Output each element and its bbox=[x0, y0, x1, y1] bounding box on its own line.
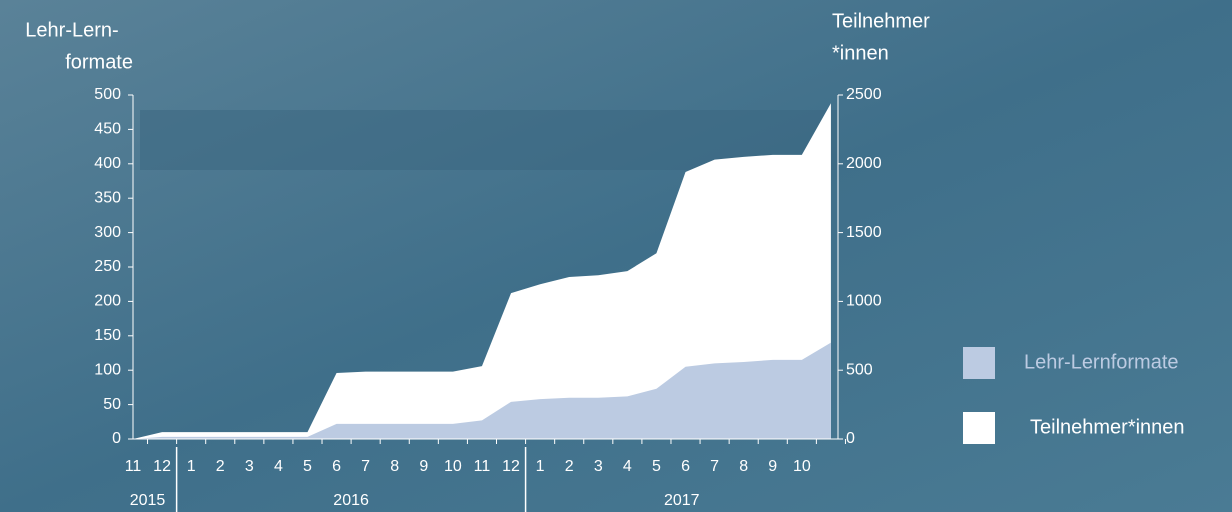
y2-axis-title: Teilnehmer bbox=[832, 10, 930, 32]
x-tick-label: 10 bbox=[444, 458, 462, 475]
x-tick-label: 12 bbox=[502, 458, 520, 475]
x-tick-label: 10 bbox=[793, 458, 811, 475]
y-tick-label: 200 bbox=[94, 293, 121, 310]
x-tick-label: 2 bbox=[216, 458, 225, 475]
x-tick-label: 8 bbox=[390, 458, 399, 475]
x-tick-label: 2 bbox=[565, 458, 574, 475]
x-tick-label: 1 bbox=[536, 458, 545, 475]
y-tick-label: 350 bbox=[94, 189, 121, 206]
x-tick-label: 11 bbox=[474, 458, 491, 475]
x-tick-label: 5 bbox=[303, 458, 312, 475]
x-tick-label: 5 bbox=[652, 458, 661, 475]
x-tick-label: 4 bbox=[274, 458, 283, 475]
legend-swatch bbox=[963, 412, 995, 444]
y2-tick-label: 0 bbox=[846, 430, 855, 447]
y-tick-label: 150 bbox=[94, 327, 121, 344]
x-tick-label: 9 bbox=[419, 458, 428, 475]
x-tick-label: 11 bbox=[125, 458, 142, 475]
y-tick-label: 400 bbox=[94, 155, 121, 172]
area bbox=[133, 103, 831, 440]
y-tick-label: 50 bbox=[103, 396, 121, 413]
legend-label: Lehr-Lernformate bbox=[1024, 351, 1179, 373]
x-tick-label: 4 bbox=[623, 458, 632, 475]
x-tick-label: 9 bbox=[768, 458, 777, 475]
y2-tick-label: 2500 bbox=[846, 86, 882, 103]
y-tick-label: 100 bbox=[94, 361, 121, 378]
x-tick-label: 3 bbox=[594, 458, 603, 475]
y-tick-label: 500 bbox=[94, 86, 121, 103]
y2-tick-label: 1000 bbox=[846, 293, 882, 310]
y2-axis-title: *innen bbox=[832, 42, 889, 64]
legend-label: Teilnehmer*innen bbox=[1030, 416, 1185, 438]
x-tick-label: 12 bbox=[153, 458, 171, 475]
x-tick-label: 6 bbox=[332, 458, 341, 475]
x-tick-label: 8 bbox=[739, 458, 748, 475]
y2-tick-label: 1500 bbox=[846, 224, 882, 241]
legend-swatch bbox=[963, 347, 995, 379]
area bbox=[133, 342, 831, 439]
y2-tick-label: 2000 bbox=[846, 155, 882, 172]
y-axis-title: Lehr-Lern- bbox=[25, 19, 118, 41]
y-axis-title: formate bbox=[65, 51, 133, 73]
x-tick-label: 7 bbox=[710, 458, 719, 475]
x-tick-label: 6 bbox=[681, 458, 690, 475]
y-tick-label: 300 bbox=[94, 224, 121, 241]
y-tick-label: 450 bbox=[94, 121, 121, 138]
year-label: 2017 bbox=[664, 492, 700, 509]
y-tick-label: 0 bbox=[112, 430, 121, 447]
year-label: 2015 bbox=[130, 492, 166, 509]
y-tick-label: 250 bbox=[94, 258, 121, 275]
x-tick-label: 3 bbox=[245, 458, 254, 475]
y2-tick-label: 500 bbox=[846, 361, 873, 378]
year-label: 2016 bbox=[333, 492, 369, 509]
x-tick-label: 1 bbox=[187, 458, 196, 475]
x-tick-label: 7 bbox=[361, 458, 370, 475]
